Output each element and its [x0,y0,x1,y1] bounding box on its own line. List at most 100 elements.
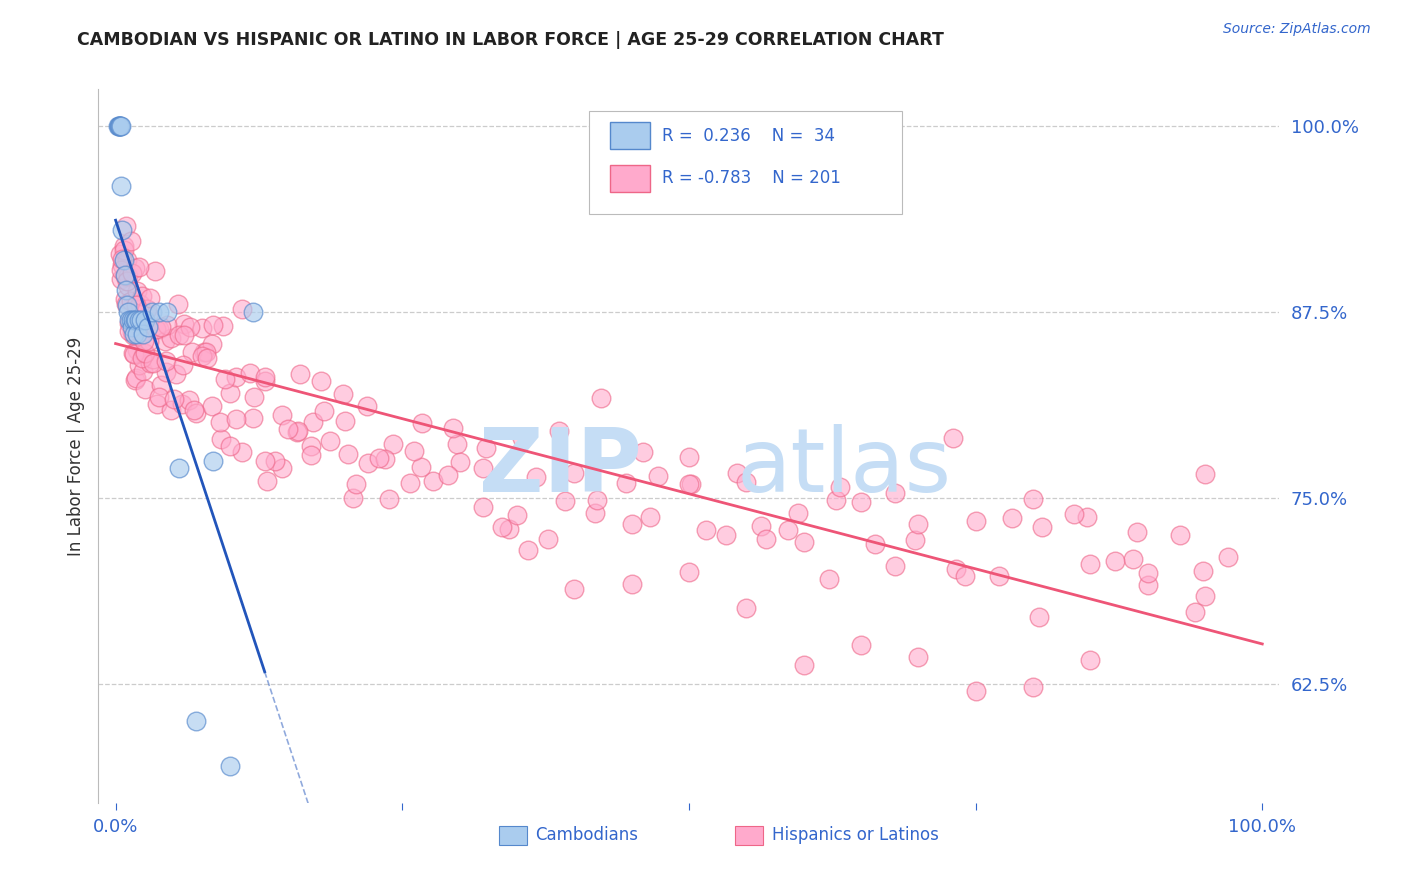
Point [134,382,156,396]
Point [793,658,815,673]
Point [114,268,136,283]
Point [446,437,468,451]
Point [471,500,494,515]
Point [115,252,138,267]
Point [449,455,471,469]
Point [776,523,799,537]
Point [907,650,929,665]
Point [1001,511,1024,525]
Point [202,454,225,468]
Point [212,319,235,334]
Point [681,476,703,491]
Point [139,356,162,370]
Point [256,474,278,488]
Point [1076,509,1098,524]
Point [190,350,212,364]
Point [134,312,156,326]
Point [562,466,585,480]
Point [135,302,157,317]
Point [201,336,224,351]
Point [302,415,325,429]
Point [127,284,149,298]
Point [136,320,159,334]
Point [270,461,292,475]
Point [884,559,907,574]
Point [115,296,138,310]
Point [172,397,194,411]
Point [647,469,669,483]
Point [714,528,737,542]
Point [129,326,152,341]
Point [128,260,150,274]
Point [128,312,150,326]
Point [122,327,145,342]
Point [620,577,643,591]
FancyBboxPatch shape [589,111,901,214]
Point [319,434,342,449]
Point [120,312,142,326]
Point [1031,520,1053,534]
Point [1194,467,1216,481]
Point [143,264,166,278]
Point [134,345,156,359]
Point [138,334,160,348]
Point [242,305,264,319]
Point [132,364,155,378]
Point [1122,552,1144,566]
Point [749,518,772,533]
Point [506,508,529,522]
Point [177,393,200,408]
Point [115,219,138,234]
FancyBboxPatch shape [610,122,650,149]
Point [786,506,808,520]
Point [117,268,139,283]
Point [117,305,139,319]
Point [195,345,218,359]
Point [118,312,141,326]
Point [253,374,276,388]
Point [411,416,433,430]
Point [239,366,262,380]
Point [112,244,135,258]
Text: Source: ZipAtlas.com: Source: ZipAtlas.com [1223,22,1371,37]
Point [193,344,215,359]
Point [122,347,145,361]
Point [231,445,253,459]
Point [337,446,360,460]
Point [173,317,195,331]
Point [181,344,204,359]
Point [342,491,364,505]
Point [225,370,247,384]
Point [231,302,253,317]
Point [725,467,748,481]
Point [125,312,148,326]
Point [163,392,186,406]
Point [219,385,242,400]
Point [409,460,432,475]
Point [141,305,163,319]
Point [208,415,231,429]
Point [132,327,155,342]
Point [285,425,308,439]
Point [678,565,700,579]
Point [112,239,135,253]
Point [150,377,173,392]
Point [678,450,700,464]
Point [121,312,143,326]
Point [437,467,460,482]
Point [139,291,162,305]
Point [332,387,354,401]
Point [111,252,134,267]
Point [277,422,299,436]
FancyBboxPatch shape [735,826,763,845]
Point [264,454,287,468]
Point [184,714,207,728]
Point [987,569,1010,583]
Point [131,289,153,303]
Text: ZIP: ZIP [479,424,641,511]
Point [243,391,266,405]
Point [134,346,156,360]
Point [253,370,276,384]
Point [475,441,498,455]
Point [344,477,367,491]
